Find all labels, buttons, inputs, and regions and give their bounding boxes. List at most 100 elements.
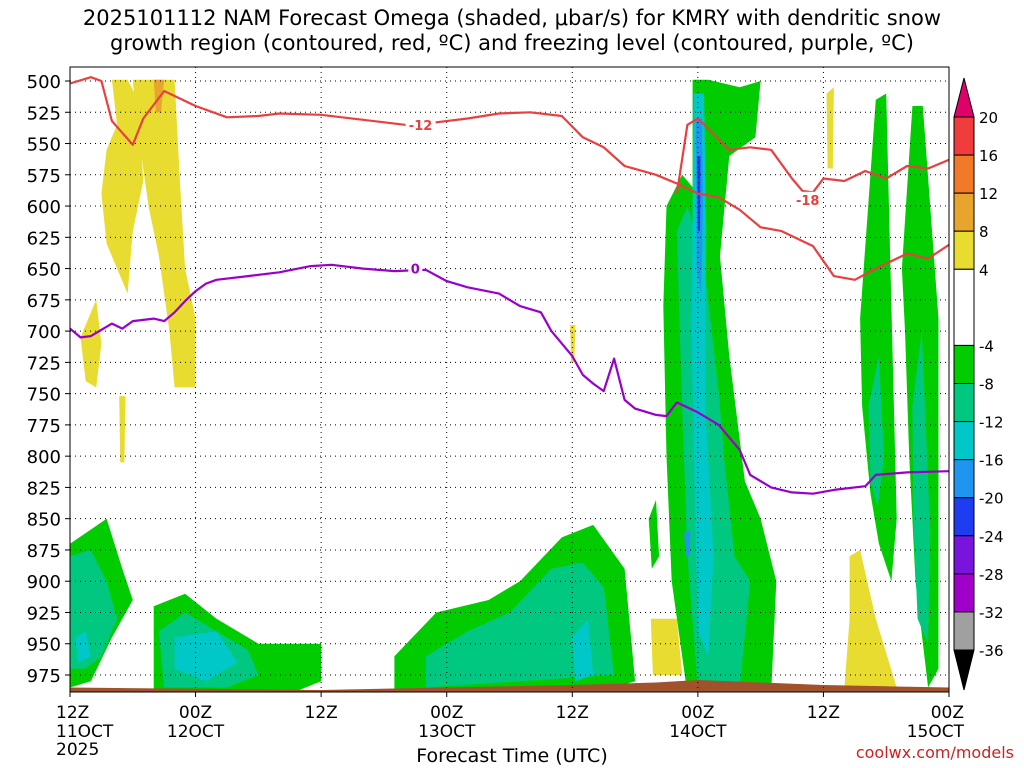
- y-tick-label-750: 750: [27, 385, 61, 406]
- colorbar-bin-13: [953, 611, 975, 651]
- x-tick-label-12: 00Z: [179, 703, 212, 723]
- colorbar-bin-10: [953, 497, 975, 537]
- omega-region-19: [425, 562, 615, 688]
- y-tick-label-725: 725: [27, 353, 61, 374]
- x-tick-sublabel-12: 12OCT: [167, 722, 225, 742]
- y-tick-label-675: 675: [27, 291, 61, 312]
- omega-region-5: [570, 324, 576, 363]
- colorbar-label--24: -24: [979, 528, 1004, 546]
- contour-label-bg-1: [792, 191, 823, 208]
- y-tick-label-925: 925: [27, 603, 61, 624]
- y-tick-label-850: 850: [27, 510, 61, 531]
- x-axis-title: Forecast Time (UTC): [416, 745, 608, 767]
- omega-region-25: [572, 618, 594, 682]
- credit-text: coolwx.com/models: [855, 743, 1014, 762]
- colorbar-bin-12: [953, 573, 975, 613]
- colorbar-bin-9: [953, 459, 975, 499]
- x-tick-label-48: 12Z: [556, 703, 589, 723]
- grid-lines: [70, 67, 949, 692]
- omega-region-4: [119, 396, 126, 463]
- chart-title-line-2: growth region (contoured, red, ºC) and f…: [110, 31, 914, 55]
- y-tick-label-600: 600: [27, 197, 61, 218]
- colorbar-bin-6: [953, 344, 975, 384]
- x-tick-label-72: 12Z: [807, 703, 840, 723]
- omega-region-28: [684, 531, 691, 557]
- omega-region-15: [860, 93, 897, 582]
- x-tick-year-0: 2025: [56, 740, 99, 760]
- colorbar-label--16: -16: [979, 452, 1004, 470]
- colorbar-label--20: -20: [979, 490, 1004, 508]
- y-tick-label-900: 900: [27, 572, 61, 593]
- omega-region-22: [912, 331, 931, 644]
- colorbar-label--32: -32: [979, 604, 1004, 622]
- y-tick-label-975: 975: [27, 666, 61, 687]
- omega-region-8: [826, 87, 834, 169]
- colorbar-label--12: -12: [979, 414, 1004, 432]
- plot-frame: [69, 66, 950, 693]
- colorbar-bin-11: [953, 535, 975, 575]
- contour-label-1: -18: [796, 194, 820, 209]
- x-tick-label-24: 12Z: [305, 703, 338, 723]
- colorbar-label-16: 16: [979, 147, 998, 165]
- colorbar-label--36: -36: [979, 642, 1004, 660]
- omega-region-7: [844, 549, 897, 688]
- omega-region-2: [153, 79, 165, 113]
- contour-0: [70, 76, 949, 281]
- y-tick-label-700: 700: [27, 322, 61, 343]
- colorbar: 20 16 12 8 4 -4 -8 -12 -16 -20 -24 -28 -32 -36: [953, 77, 1004, 691]
- x-tick-sublabel-36: 13OCT: [418, 722, 476, 742]
- y-tick-label-875: 875: [27, 541, 61, 562]
- terrain-surface: [70, 680, 949, 692]
- x-tick-label-0: 12Z: [56, 703, 89, 723]
- colorbar-label-12: 12: [979, 185, 998, 203]
- contour-1: [675, 117, 949, 194]
- y-tick-label-825: 825: [27, 478, 61, 499]
- x-tick-label-60: 00Z: [681, 703, 714, 723]
- contour-lines: -12 -18 0: [70, 76, 949, 495]
- colorbar-label-8: 8: [979, 223, 989, 241]
- colorbar-bin-1: [953, 116, 975, 156]
- x-tick-label-84: 00Z: [931, 703, 964, 723]
- x-tick-sublabel-60: 14OCT: [669, 722, 727, 742]
- omega-region-6: [650, 618, 683, 675]
- y-axis: 500 525 550 575 600 625 650 675 700 725 750 775 800 8…: [27, 72, 70, 687]
- contour-label-0: -12: [409, 119, 433, 134]
- omega-region-1: [132, 79, 196, 388]
- omega-region-0: [101, 79, 144, 294]
- colorbar-bin-4: [953, 230, 975, 270]
- omega-shading: [70, 79, 939, 692]
- colorbar-bin-5: [953, 268, 975, 346]
- colorbar-bin-0: [953, 77, 975, 118]
- x-tick-sublabel-0: 11OCT: [56, 722, 114, 742]
- colorbar-label-20: 20: [979, 109, 998, 127]
- colorbar-bin-8: [953, 421, 975, 461]
- terrain-layer: [70, 680, 949, 692]
- colorbar-bin-7: [953, 383, 975, 423]
- colorbar-label--4: -4: [979, 337, 994, 355]
- contour-label-bg-2: [408, 260, 423, 277]
- y-tick-label-550: 550: [27, 135, 61, 156]
- y-tick-label-775: 775: [27, 416, 61, 437]
- colorbar-bin-2: [953, 154, 975, 194]
- omega-region-24: [75, 631, 91, 663]
- y-tick-label-950: 950: [27, 635, 61, 656]
- contour-2: [70, 263, 949, 495]
- colorbar-bin-14: [953, 649, 975, 691]
- chart-title-line-1: 2025101112 NAM Forecast Omega (shaded, μ…: [82, 6, 942, 30]
- colorbar-label-4: 4: [979, 261, 989, 279]
- y-tick-label-625: 625: [27, 228, 61, 249]
- y-tick-label-525: 525: [27, 103, 61, 124]
- contour-label-2: 0: [411, 263, 420, 278]
- colorbar-label--28: -28: [979, 566, 1004, 584]
- omega-region-3: [80, 299, 102, 388]
- x-tick-sublabel-84: 15OCT: [907, 722, 965, 742]
- y-tick-label-575: 575: [27, 166, 61, 187]
- omega-region-14: [648, 499, 660, 569]
- x-tick-label-36: 00Z: [430, 703, 463, 723]
- contour-label-bg-0: [405, 116, 436, 133]
- y-tick-label-650: 650: [27, 260, 61, 281]
- y-tick-label-800: 800: [27, 447, 61, 468]
- colorbar-label--8: -8: [979, 376, 994, 394]
